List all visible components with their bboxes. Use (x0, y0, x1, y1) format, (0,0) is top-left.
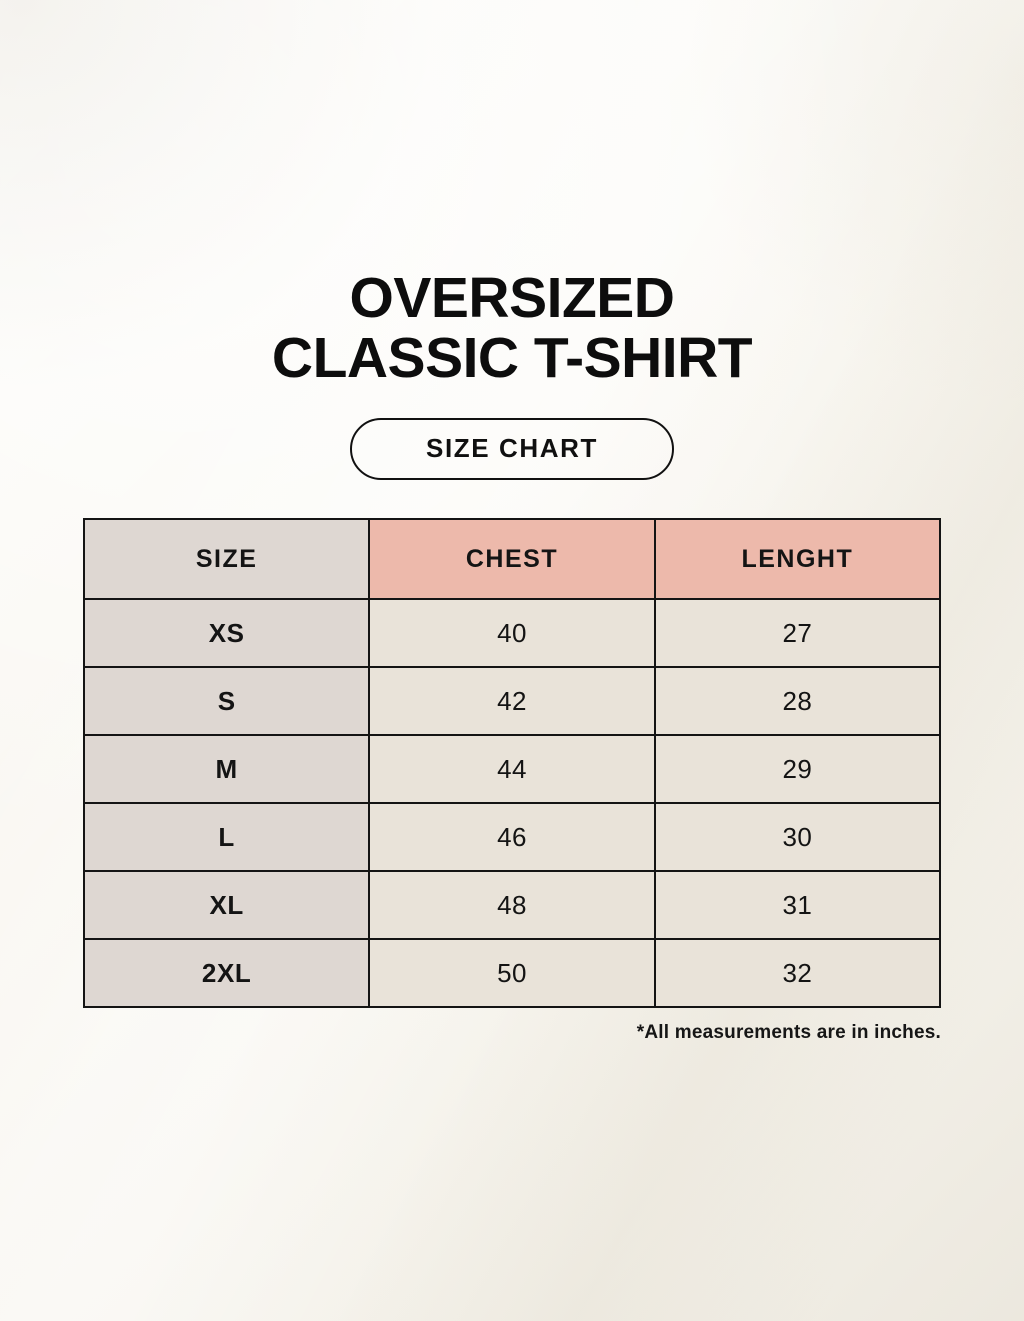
table-row: M 44 29 (82, 734, 942, 804)
cell-lenght: 31 (653, 870, 942, 940)
table-head: SIZE CHEST LENGHT (82, 518, 942, 600)
cell-size: M (82, 734, 371, 804)
cell-size: XL (82, 870, 371, 940)
table-row: XS 40 27 (82, 598, 942, 668)
content-area: OVERSIZED CLASSIC T-SHIRT SIZE CHART SIZ… (0, 0, 1024, 1043)
cell-lenght: 30 (653, 802, 942, 872)
cell-size: XS (82, 598, 371, 668)
title-line-1: OVERSIZED (349, 266, 675, 330)
table-row: XL 48 31 (82, 870, 942, 940)
cell-chest: 48 (368, 870, 656, 940)
cell-lenght: 27 (653, 598, 942, 668)
column-header-lenght: LENGHT (653, 518, 942, 600)
cell-chest: 42 (368, 666, 656, 736)
table-header-row: SIZE CHEST LENGHT (82, 518, 942, 600)
cell-size: S (82, 666, 371, 736)
cell-chest: 46 (368, 802, 656, 872)
cell-chest: 50 (368, 938, 656, 1008)
cell-size: 2XL (82, 938, 371, 1008)
column-header-size: SIZE (82, 518, 371, 600)
badge-container: SIZE CHART (0, 418, 1024, 480)
cell-chest: 40 (368, 598, 656, 668)
page-title: OVERSIZED CLASSIC T-SHIRT (0, 0, 1024, 388)
table-row: L 46 30 (82, 802, 942, 872)
table-row: S 42 28 (82, 666, 942, 736)
column-header-chest: CHEST (368, 518, 656, 600)
size-chart-badge: SIZE CHART (350, 418, 674, 480)
size-chart-table: SIZE CHEST LENGHT XS 40 27 S 42 28 (82, 518, 942, 1008)
cell-lenght: 32 (653, 938, 942, 1008)
cell-chest: 44 (368, 734, 656, 804)
cell-size: L (82, 802, 371, 872)
cell-lenght: 28 (653, 666, 942, 736)
measurement-footnote: *All measurements are in inches. (636, 1022, 941, 1043)
size-chart-table-wrapper: SIZE CHEST LENGHT XS 40 27 S 42 28 (82, 518, 942, 1008)
table-row: 2XL 50 32 (82, 938, 942, 1008)
table-body: XS 40 27 S 42 28 M 44 29 L (82, 598, 942, 1008)
cell-lenght: 29 (653, 734, 942, 804)
title-line-2: CLASSIC T-SHIRT (271, 326, 753, 390)
